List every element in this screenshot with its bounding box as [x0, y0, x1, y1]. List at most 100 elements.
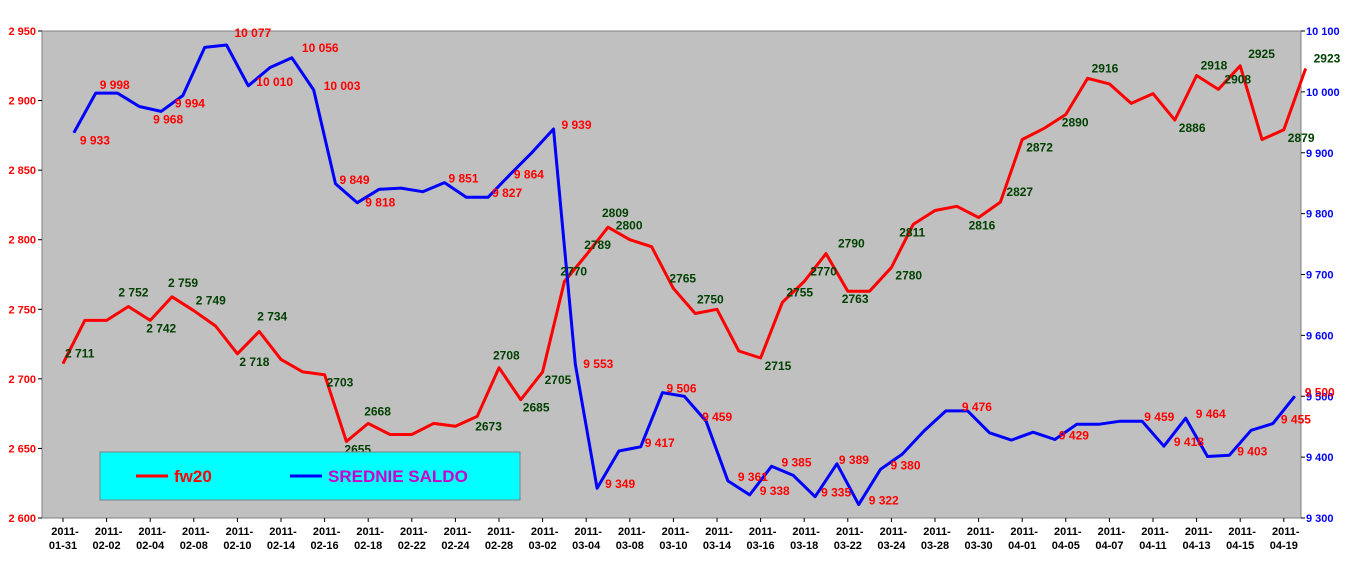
- data-label-srednie-saldo: 9 864: [514, 168, 544, 182]
- x-axis-tick-label: 02-04: [136, 540, 165, 552]
- left-axis-tick-label: 2 900: [8, 96, 36, 108]
- data-point-srednie-saldo: [1163, 445, 1165, 447]
- data-point-srednie-saldo: [771, 465, 772, 467]
- data-point-srednie-saldo: [117, 92, 118, 94]
- data-label-fw20: 2879: [1288, 131, 1315, 145]
- data-point-fw20: [149, 319, 151, 321]
- x-axis-tick-label: 2011-: [792, 526, 820, 538]
- data-point-fw20: [367, 422, 369, 424]
- data-label-fw20: 2918: [1201, 59, 1228, 73]
- data-point-fw20: [607, 226, 609, 228]
- data-label-srednie-saldo: 9 998: [100, 78, 130, 92]
- x-axis-tick-label: 2011-: [531, 526, 559, 538]
- x-axis-tick-label: 2011-: [182, 526, 210, 538]
- right-axis-tick-label: 9 800: [1306, 209, 1334, 221]
- data-point-srednie-saldo: [1076, 423, 1078, 425]
- right-axis-tick-label: 9 700: [1306, 270, 1334, 282]
- data-label-srednie-saldo: 9 968: [153, 112, 183, 126]
- data-point-srednie-saldo: [836, 463, 838, 465]
- x-axis-tick-label: 02-24: [441, 540, 470, 552]
- data-label-srednie-saldo: 9 335: [821, 486, 851, 500]
- x-axis-tick-label: 03-30: [965, 540, 993, 552]
- data-label-fw20: 2750: [697, 292, 724, 306]
- right-axis-tick-label: 10 100: [1306, 26, 1340, 38]
- data-label-srednie-saldo: 9 849: [340, 173, 370, 187]
- x-axis-tick-label: 2011-: [1228, 526, 1256, 538]
- data-point-fw20: [127, 306, 129, 308]
- left-axis-tick-label: 2 800: [8, 235, 36, 247]
- data-label-srednie-saldo: 9 455: [1281, 413, 1311, 427]
- x-axis-tick-label: 2011-: [1185, 526, 1213, 538]
- data-label-fw20: 2 759: [168, 276, 198, 290]
- data-label-fw20: 2668: [364, 404, 391, 418]
- data-point-srednie-saldo: [792, 474, 794, 476]
- data-label-srednie-saldo: 9 464: [1196, 407, 1226, 421]
- data-point-fw20: [672, 287, 674, 289]
- data-point-fw20: [345, 440, 347, 442]
- data-label-fw20: 2890: [1062, 115, 1089, 129]
- data-point-srednie-saldo: [618, 450, 620, 452]
- data-label-fw20: 2755: [786, 285, 813, 299]
- data-point-srednie-saldo: [1250, 429, 1252, 431]
- data-point-srednie-saldo: [1294, 395, 1296, 397]
- x-axis-tick-label: 02-28: [485, 540, 513, 552]
- data-point-srednie-saldo: [553, 128, 554, 130]
- x-axis-tick-label: 03-02: [529, 540, 557, 552]
- data-point-srednie-saldo: [1010, 439, 1012, 441]
- data-point-fw20: [454, 425, 456, 427]
- series-line-fw20: [61, 64, 1308, 443]
- data-point-srednie-saldo: [531, 152, 533, 154]
- data-label-fw20: 2916: [1092, 61, 1119, 75]
- data-point-fw20: [694, 312, 696, 314]
- data-point-fw20: [1283, 129, 1285, 131]
- data-point-fw20: [302, 371, 304, 373]
- data-point-fw20: [956, 205, 958, 207]
- data-point-fw20: [1196, 75, 1198, 77]
- data-point-srednie-saldo: [596, 487, 598, 489]
- data-label-srednie-saldo: 9 338: [760, 484, 790, 498]
- x-axis-tick-label: 04-07: [1095, 540, 1123, 552]
- data-label-srednie-saldo: 9 380: [891, 458, 921, 472]
- x-axis-tick-label: 2011-: [400, 526, 428, 538]
- data-point-srednie-saldo: [640, 446, 642, 448]
- data-point-srednie-saldo: [226, 44, 227, 46]
- left-axis-tick-label: 2 700: [8, 374, 36, 386]
- data-point-srednie-saldo: [247, 85, 249, 87]
- data-point-fw20: [999, 201, 1001, 203]
- data-label-srednie-saldo: 9 476: [962, 400, 992, 414]
- legend-fw20-label: fw20: [174, 467, 212, 486]
- data-label-srednie-saldo: 9 429: [1059, 428, 1089, 442]
- plot-area: [41, 30, 1302, 519]
- data-point-srednie-saldo: [465, 196, 467, 198]
- data-label-fw20: 2 734: [257, 310, 287, 324]
- series-layer: [61, 43, 1308, 507]
- data-point-fw20: [433, 422, 435, 424]
- data-label-fw20: 2 742: [146, 321, 176, 335]
- x-axis-tick-label: 02-02: [93, 540, 121, 552]
- x-axis-tick-label: 2011-: [1272, 526, 1300, 538]
- data-label-fw20: 2765: [669, 271, 696, 285]
- data-point-fw20: [869, 290, 871, 292]
- data-point-fw20: [84, 319, 86, 321]
- data-label-fw20: 2923: [1314, 52, 1341, 66]
- x-axis-tick-label: 2011-: [313, 526, 341, 538]
- data-point-srednie-saldo: [335, 183, 336, 185]
- x-axis-tick-label: 02-10: [223, 540, 251, 552]
- data-point-srednie-saldo: [1141, 420, 1143, 422]
- data-point-fw20: [1217, 88, 1219, 90]
- data-point-srednie-saldo: [138, 105, 140, 107]
- data-point-srednie-saldo: [313, 89, 315, 91]
- data-point-fw20: [193, 310, 195, 312]
- data-point-fw20: [585, 254, 587, 256]
- data-point-srednie-saldo: [574, 363, 576, 365]
- x-axis-tick-label: 04-01: [1008, 540, 1036, 552]
- data-point-srednie-saldo: [1119, 420, 1121, 422]
- right-axis-tick-label: 9 500: [1306, 391, 1334, 403]
- data-point-srednie-saldo: [73, 132, 75, 134]
- data-point-srednie-saldo: [749, 494, 751, 496]
- data-point-srednie-saldo: [1098, 423, 1099, 425]
- right-axis-tick-label: 9 300: [1306, 513, 1334, 525]
- data-point-srednie-saldo: [356, 202, 358, 204]
- left-axis-tick-label: 2 950: [8, 26, 36, 38]
- data-point-fw20: [498, 367, 500, 369]
